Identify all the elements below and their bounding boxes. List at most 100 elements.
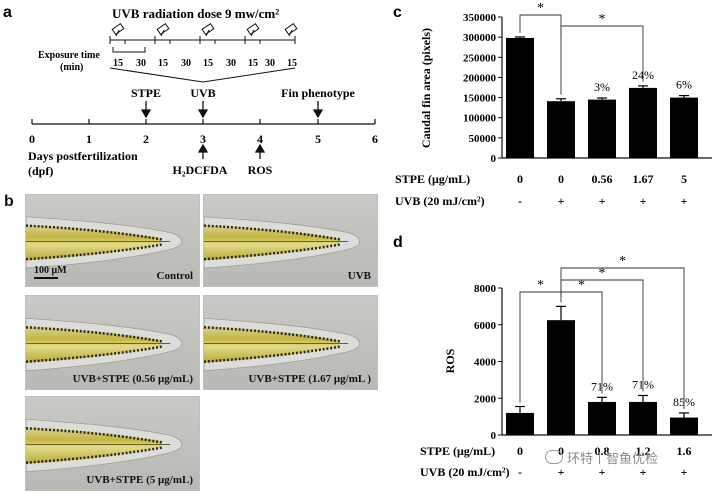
uvb-sign-label: + bbox=[599, 194, 606, 208]
event-ros: ROS bbox=[248, 163, 273, 177]
caption-uvb: UVB bbox=[347, 270, 371, 282]
uvb-sign-label: + bbox=[558, 465, 565, 479]
svg-text:4: 4 bbox=[257, 132, 263, 146]
panel-d-letter: d bbox=[393, 234, 403, 251]
bar bbox=[629, 87, 657, 158]
svg-text:30: 30 bbox=[226, 58, 236, 69]
uv-lamp-icon bbox=[111, 22, 125, 37]
stpe-dose-label: 0 bbox=[558, 444, 564, 458]
y-tick-label: 4000 bbox=[474, 357, 497, 369]
uvb-sign-label: + bbox=[599, 465, 606, 479]
y-tick-label: 0 bbox=[491, 153, 497, 165]
bar bbox=[506, 37, 534, 158]
uvb-sign-label: + bbox=[640, 465, 647, 479]
stpe-dose-label: 5 bbox=[681, 172, 687, 186]
significance-star: * bbox=[578, 278, 585, 293]
significance-star: * bbox=[599, 266, 606, 281]
svg-text:1: 1 bbox=[86, 132, 92, 146]
exposure-tick-labels: 15 30 15 30 15 30 15 30 15 bbox=[113, 58, 297, 69]
row-label-stpe: STPE (μg/mL) bbox=[395, 172, 470, 186]
uvb-sign-label: - bbox=[518, 194, 522, 208]
exposure-label: Exposure time (min) bbox=[38, 50, 102, 73]
svg-text:30: 30 bbox=[181, 58, 191, 69]
watermark: 环特丨智鱼优检 bbox=[545, 448, 658, 467]
y-tick-label: 2000 bbox=[474, 393, 497, 405]
uv-lamp-icon bbox=[284, 22, 298, 37]
svg-text:5: 5 bbox=[315, 132, 321, 146]
uvb-sign-label: + bbox=[681, 465, 688, 479]
row-label-uvb: UVB (20 mJ/cm²) bbox=[420, 465, 510, 479]
fish-image-uvb: UVB bbox=[203, 194, 378, 287]
stpe-dose-label: 0 bbox=[558, 172, 564, 186]
significance-star: * bbox=[537, 278, 544, 293]
day-tick-labels: 0 1 2 3 4 5 6 bbox=[29, 132, 378, 146]
svg-text:30: 30 bbox=[265, 58, 275, 69]
uvb-sign-label: + bbox=[681, 194, 688, 208]
wechat-icon bbox=[545, 450, 563, 464]
percent-label: 3% bbox=[594, 80, 610, 94]
y-tick-label: 50000 bbox=[469, 133, 497, 145]
svg-text:15: 15 bbox=[248, 58, 258, 69]
stpe-dose-label: 0 bbox=[517, 172, 523, 186]
fish-image-control: 100 μM Control bbox=[25, 194, 200, 287]
uv-lamp-icon bbox=[201, 22, 215, 37]
uvb-sign-label: + bbox=[640, 194, 647, 208]
significance-star: * bbox=[537, 1, 544, 16]
bar bbox=[547, 101, 575, 158]
svg-text:15: 15 bbox=[158, 58, 168, 69]
svg-text:15: 15 bbox=[113, 58, 123, 69]
caption-control: Control bbox=[156, 270, 193, 282]
panel-c-chart: c Caudal fin area (pixels) STPE (μg/mL) … bbox=[393, 1, 712, 208]
y-tick-label: 200000 bbox=[463, 72, 497, 84]
uv-lamp-icon bbox=[246, 22, 260, 37]
stpe-dose-label: 0.56 bbox=[592, 172, 613, 186]
exposure-timeline bbox=[109, 36, 296, 53]
y-axis-label: ROS bbox=[443, 348, 457, 373]
stpe-dose-label: 1.67 bbox=[633, 172, 654, 186]
y-tick-label: 0 bbox=[491, 430, 497, 442]
uv-lamp-icons bbox=[111, 22, 298, 37]
svg-text:15: 15 bbox=[203, 58, 213, 69]
svg-text:0: 0 bbox=[29, 132, 35, 146]
svg-text:30: 30 bbox=[136, 58, 146, 69]
panel-a-timeline: a UVB radiation dose 9 mw/cm² Exposure t… bbox=[3, 4, 378, 178]
bar bbox=[506, 412, 534, 435]
svg-text:6: 6 bbox=[372, 132, 378, 146]
percent-label: 6% bbox=[676, 78, 692, 92]
bar bbox=[670, 97, 698, 158]
uvb-dose-title: UVB radiation dose 9 mw/cm² bbox=[112, 6, 279, 21]
event-h2dcfda: H₂DCFDA bbox=[173, 163, 228, 177]
event-fin-phenotype: Fin phenotype bbox=[281, 86, 355, 100]
significance-bracket bbox=[560, 267, 685, 409]
scale-bar: 100 μM bbox=[34, 265, 67, 279]
stpe-dose-label: 1.2 bbox=[636, 444, 651, 458]
event-stpe: STPE bbox=[131, 86, 161, 100]
caption-stpe-056: UVB+STPE (0.56 μg/mL) bbox=[72, 373, 193, 385]
caption-stpe-5: UVB+STPE (5 μg/mL) bbox=[86, 474, 193, 486]
panel-d-chart: d ROS STPE (μg/mL) UVB (20 mJ/cm²) 0 2000… bbox=[393, 234, 712, 479]
uv-lamp-icon bbox=[156, 22, 170, 37]
panel-a-letter: a bbox=[3, 4, 12, 21]
significance-star: * bbox=[619, 254, 626, 269]
stpe-dose-label: 0 bbox=[517, 444, 523, 458]
significance-star: * bbox=[599, 12, 606, 27]
bar bbox=[670, 417, 698, 435]
panel-c-letter: c bbox=[393, 4, 402, 21]
stpe-dose-label: 0.8 bbox=[595, 444, 610, 458]
y-tick-label: 350000 bbox=[463, 12, 497, 24]
y-tick-label: 300000 bbox=[463, 32, 497, 44]
bar bbox=[629, 401, 657, 435]
svg-text:15: 15 bbox=[287, 58, 297, 69]
event-arrows-up bbox=[197, 143, 266, 159]
y-tick-label: 150000 bbox=[463, 93, 497, 105]
row-label-uvb: UVB (20 mJ/cm²) bbox=[395, 194, 485, 208]
y-tick-label: 8000 bbox=[474, 283, 497, 295]
y-tick-label: 250000 bbox=[463, 52, 497, 64]
svg-text:2: 2 bbox=[143, 132, 149, 146]
stpe-dose-label: 1.6 bbox=[677, 444, 692, 458]
bar bbox=[588, 99, 616, 158]
bar bbox=[588, 401, 616, 435]
y-axis-label: Caudal fin area (pixels) bbox=[419, 28, 433, 148]
fish-image-stpe-167: UVB+STPE (1.67 μg/mL ) bbox=[203, 295, 378, 390]
significance-bracket bbox=[560, 25, 644, 82]
